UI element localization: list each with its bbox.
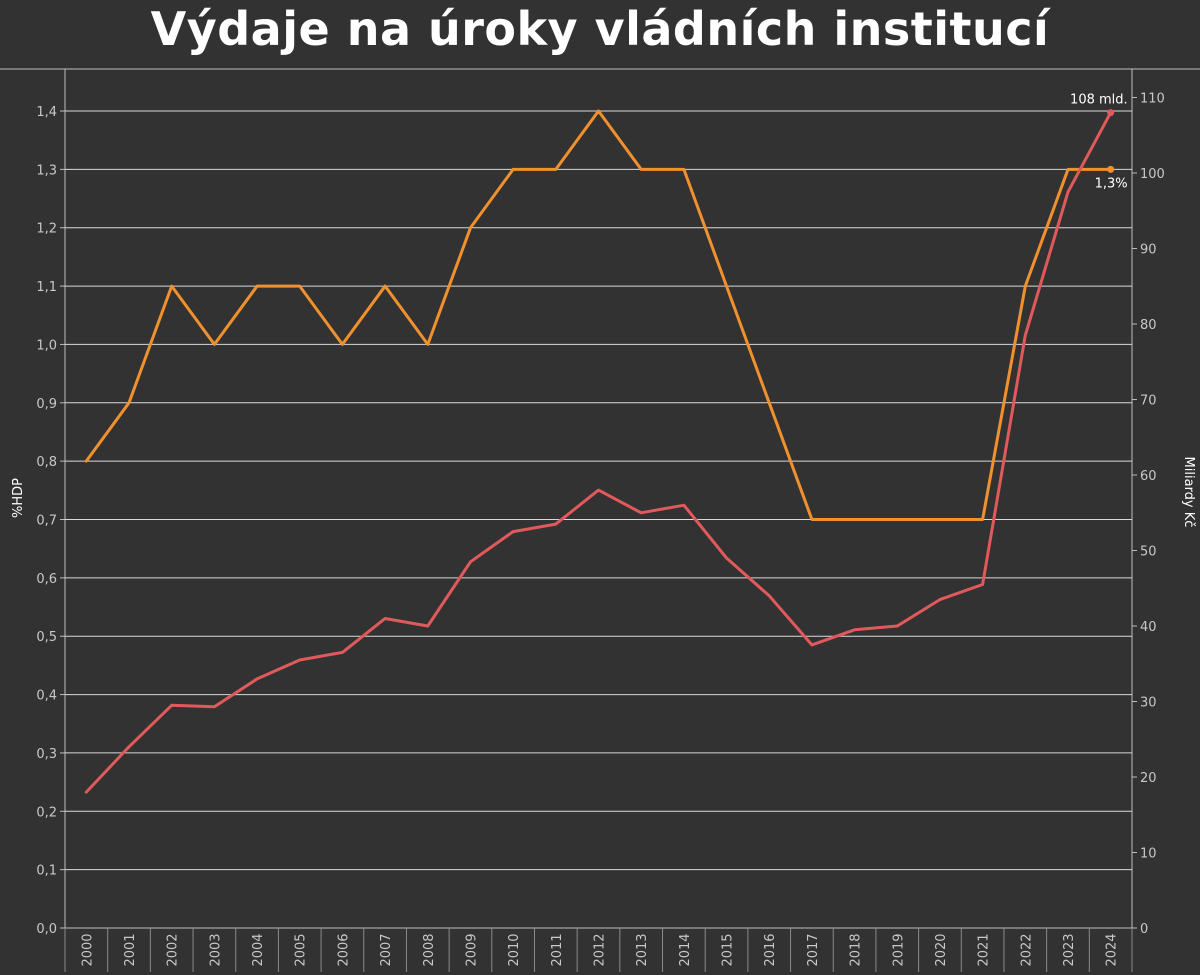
y-right-tick-label: 0 bbox=[1140, 922, 1148, 937]
y-right-tick-label: 30 bbox=[1140, 696, 1157, 711]
y-tick-label: 0,6 bbox=[36, 572, 57, 587]
y-tick-label: 0,5 bbox=[36, 630, 57, 645]
x-tick-label: 2020 bbox=[934, 933, 949, 966]
x-tick-label: 2007 bbox=[379, 933, 394, 966]
x-tick-label: 2014 bbox=[678, 933, 693, 966]
x-tick-label: 2012 bbox=[593, 933, 608, 966]
x-tick-label: 2022 bbox=[1019, 933, 1034, 966]
x-tick-label: 2002 bbox=[166, 933, 181, 966]
y-right-tick-label: 90 bbox=[1140, 243, 1157, 258]
y-right-tick-label: 100 bbox=[1140, 167, 1165, 182]
y-tick-label: 0,8 bbox=[36, 455, 57, 470]
end-value-label: 1,3% bbox=[1095, 176, 1128, 191]
end-point-marker bbox=[1107, 109, 1115, 117]
y-tick-label: 0,7 bbox=[36, 514, 57, 529]
series-line-billions bbox=[84, 111, 1113, 794]
x-tick-label: 2001 bbox=[123, 933, 138, 966]
y-right-tick-label: 10 bbox=[1140, 847, 1157, 862]
y-right-tick-label: 60 bbox=[1140, 469, 1157, 484]
x-tick-label: 2008 bbox=[422, 933, 437, 966]
x-tick-label: 2000 bbox=[80, 933, 95, 966]
y-tick-label: 0,2 bbox=[36, 805, 57, 820]
y-right-tick-label: 110 bbox=[1140, 92, 1165, 107]
y-tick-label: 0,0 bbox=[36, 922, 57, 937]
y-right-tick-label: 80 bbox=[1140, 318, 1157, 333]
y-right-tick-label: 70 bbox=[1140, 394, 1157, 409]
x-tick-label: 2003 bbox=[208, 933, 223, 966]
x-tick-label: 2004 bbox=[251, 933, 266, 966]
y-tick-label: 0,4 bbox=[36, 689, 57, 704]
y-right-tick-label: 20 bbox=[1140, 771, 1157, 786]
end-value-label: 108 mld. bbox=[1070, 93, 1128, 108]
y-tick-label: 1,4 bbox=[36, 105, 57, 120]
y-axis-title-left: %HDP bbox=[11, 478, 26, 518]
y-right-tick-label: 40 bbox=[1140, 620, 1157, 635]
end-point-marker bbox=[1107, 165, 1115, 173]
y-right-tick-label: 50 bbox=[1140, 545, 1157, 560]
x-tick-label: 2006 bbox=[336, 933, 351, 966]
x-tick-label: 2018 bbox=[849, 933, 864, 966]
x-tick-label: 2024 bbox=[1105, 933, 1120, 966]
x-tick-label: 2023 bbox=[1062, 933, 1077, 966]
x-tick-label: 2016 bbox=[763, 933, 778, 966]
y-tick-label: 1,2 bbox=[36, 222, 57, 237]
y-tick-label: 1,1 bbox=[36, 280, 57, 295]
series-line-gdp-share bbox=[84, 109, 1113, 521]
x-tick-label: 2019 bbox=[891, 933, 906, 966]
x-tick-label: 2010 bbox=[507, 933, 522, 966]
x-tick-label: 2013 bbox=[635, 933, 650, 966]
y-tick-label: 0,3 bbox=[36, 747, 57, 762]
x-tick-label: 2017 bbox=[806, 933, 821, 966]
y-tick-label: 1,0 bbox=[36, 338, 57, 353]
x-tick-label: 2011 bbox=[550, 933, 565, 966]
x-tick-label: 2015 bbox=[721, 933, 736, 966]
x-tick-label: 2009 bbox=[464, 933, 479, 966]
x-tick-label: 2021 bbox=[977, 933, 992, 966]
x-tick-label: 2005 bbox=[294, 933, 309, 966]
y-axis-title-right: Miliardy Kč bbox=[1181, 457, 1196, 528]
y-tick-label: 0,9 bbox=[36, 397, 57, 412]
y-tick-label: 0,1 bbox=[36, 864, 57, 879]
y-tick-label: 1,3 bbox=[36, 163, 57, 178]
chart-title: Výdaje na úroky vládních institucí bbox=[150, 2, 1050, 56]
